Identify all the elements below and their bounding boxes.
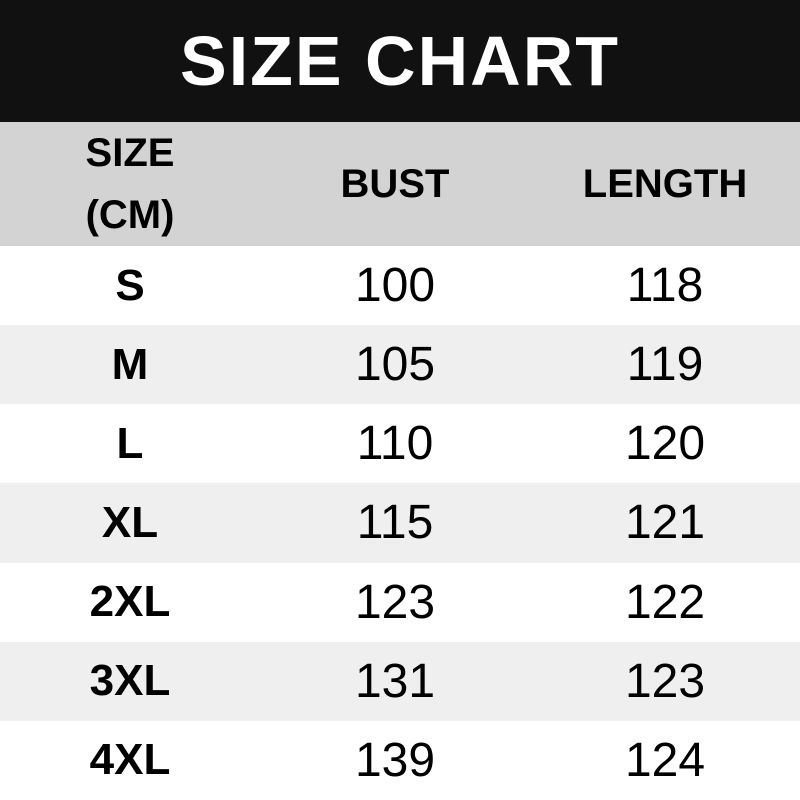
length-value: 124 [624,733,706,787]
bust-value: 123 [354,575,436,629]
size-label: 2XL [89,577,171,627]
bust-value: 131 [354,654,436,708]
length-value: 122 [624,575,706,629]
table-row-s: S 100 118 [0,246,800,326]
length-value: 118 [626,259,704,313]
table-row-m: M 105 119 [0,325,800,405]
length-value: 123 [624,654,706,708]
size-label: 4XL [89,735,171,785]
table-row-2xl: 2XL 123 122 [0,562,800,642]
table-row-4xl: 4XL 139 124 [0,720,800,800]
size-label: XL [101,497,159,547]
bust-value: 110 [356,417,434,471]
table-row-l: L 110 120 [0,404,800,484]
bust-value: 115 [356,496,434,550]
size-label: L [116,418,144,468]
length-value: 119 [626,338,704,392]
bust-value: 139 [354,733,436,787]
size-label: S [115,260,145,310]
bust-value: 100 [354,259,436,313]
table-header-row: SIZE (CM) BUST LENGTH [0,122,800,246]
column-header-size-cm: SIZE (CM) [0,122,260,246]
size-label: 3XL [89,656,171,706]
table-row-3xl: 3XL 131 123 [0,641,800,721]
column-header-length: LENGTH [582,161,748,206]
length-value: 120 [624,417,706,471]
size-label: M [111,339,149,389]
table-row-xl: XL 115 121 [0,483,800,563]
page-title: SIZE CHART [180,22,620,100]
size-header-line2: (CM) [85,193,175,237]
bust-value: 105 [354,338,436,392]
size-header-line1: SIZE [85,131,175,175]
length-value: 121 [624,496,706,550]
column-header-bust: BUST [340,161,450,206]
title-bar: SIZE CHART [0,0,800,122]
